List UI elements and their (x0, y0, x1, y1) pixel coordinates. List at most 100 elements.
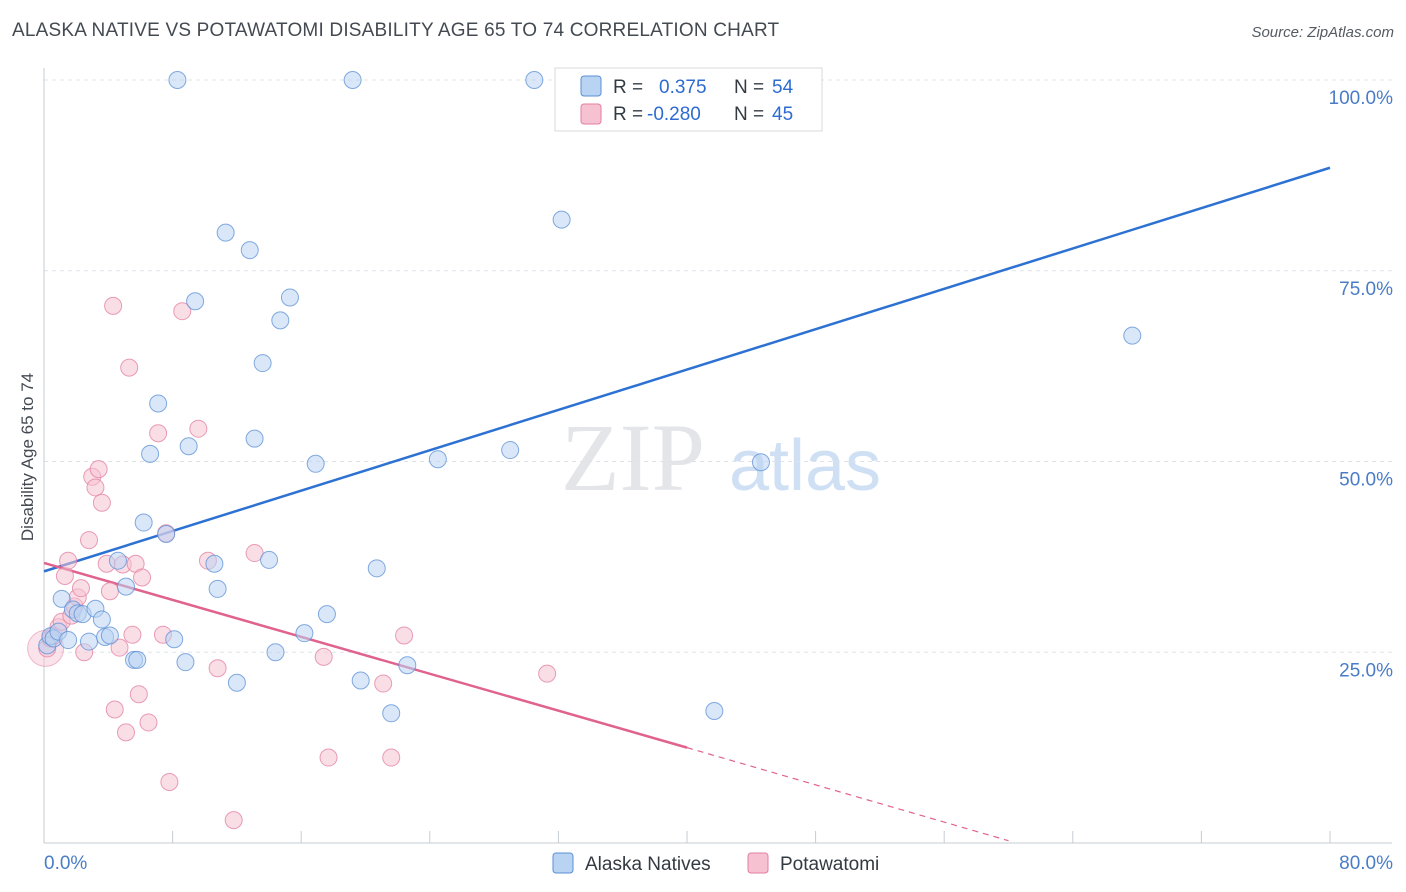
legend-swatch-alaska (580, 75, 602, 97)
point-potawatomi-35 (189, 419, 208, 438)
point-alaska-natives-34 (260, 550, 279, 569)
point-potawatomi-30 (149, 424, 168, 443)
point-potawatomi-40 (314, 647, 333, 666)
x-tick-label-min: 0.0% (44, 853, 87, 874)
point-potawatomi-18 (100, 582, 119, 601)
bottom-legend-label-potawatomi: Potawatomi (780, 854, 879, 875)
point-potawatomi-38 (224, 811, 243, 830)
point-alaska-natives-38 (295, 624, 314, 643)
point-alaska-natives-39 (306, 454, 325, 473)
point-potawatomi-34 (173, 302, 192, 321)
data-points (27, 71, 1142, 830)
point-alaska-natives-14 (108, 551, 127, 570)
point-potawatomi-5 (55, 566, 74, 585)
point-potawatomi-45 (538, 664, 557, 683)
point-alaska-natives-5 (59, 631, 78, 650)
point-alaska-natives-17 (128, 650, 147, 669)
point-alaska-natives-27 (205, 554, 224, 573)
y-tick-label-75: 75.0% (1339, 279, 1393, 300)
point-potawatomi-10 (71, 579, 90, 598)
point-alaska-natives-32 (245, 429, 264, 448)
point-alaska-natives-44 (382, 704, 401, 723)
series-legend: Alaska Natives Potawatomi (552, 852, 879, 875)
point-alaska-natives-37 (280, 288, 299, 307)
point-alaska-natives-25 (179, 437, 198, 456)
trend-line-alaska-natives (43, 166, 1331, 573)
axes (43, 68, 1392, 844)
point-alaska-natives-36 (271, 311, 290, 330)
bottom-legend-label-alaska: Alaska Natives (585, 854, 711, 875)
point-potawatomi-16 (92, 493, 111, 512)
point-potawatomi-24 (120, 358, 139, 377)
point-alaska-natives-18 (134, 513, 153, 532)
point-alaska-natives-29 (216, 223, 235, 242)
point-potawatomi-33 (160, 772, 179, 791)
point-potawatomi-43 (382, 748, 401, 767)
point-alaska-natives-28 (208, 579, 227, 598)
point-potawatomi-44 (395, 626, 414, 645)
point-alaska-natives-45 (398, 656, 417, 675)
y-tick-label-50: 50.0% (1339, 470, 1393, 491)
y-tick-label-100: 100.0% (1329, 88, 1394, 109)
source-label: Source: ZipAtlas.com (1251, 24, 1394, 41)
point-alaska-natives-31 (240, 241, 259, 260)
point-potawatomi-39 (245, 544, 264, 563)
point-alaska-natives-21 (157, 524, 176, 543)
point-alaska-natives-49 (552, 210, 571, 229)
point-alaska-natives-41 (343, 71, 362, 89)
correlation-legend: R = 0.375 N = 54 R = -0.280 N = 45 (554, 67, 823, 132)
point-alaska-natives-24 (176, 653, 195, 672)
legend-n-value-alaska: 54 (772, 77, 794, 98)
bottom-legend-swatch-potawatomi (747, 852, 769, 874)
point-alaska-natives-19 (141, 444, 160, 463)
point-alaska-natives-15 (116, 577, 135, 596)
point-potawatomi-23 (116, 723, 135, 742)
point-potawatomi-42 (374, 674, 393, 693)
trend-line-potawatomi-extrapolated (686, 747, 1009, 842)
point-potawatomi-28 (133, 568, 152, 587)
point-alaska-natives-51 (751, 453, 770, 472)
point-alaska-natives-9 (80, 632, 99, 651)
y-axis-title: Disability Age 65 to 74 (18, 373, 37, 541)
point-potawatomi-14 (86, 478, 105, 497)
point-alaska-natives-47 (501, 441, 520, 460)
watermark-atlas: atlas (729, 426, 881, 506)
y-tick-labels: 25.0% 50.0% 75.0% 100.0% (1329, 88, 1394, 681)
x-tick-label-max: 80.0% (1339, 853, 1393, 874)
point-potawatomi-6 (59, 551, 78, 570)
point-alaska-natives-43 (367, 559, 386, 578)
point-potawatomi-15 (89, 460, 108, 479)
point-alaska-natives-26 (186, 292, 205, 311)
point-alaska-natives-13 (100, 626, 119, 645)
bottom-legend-swatch-alaska (552, 852, 574, 874)
legend-n-label-alaska: N = (734, 77, 764, 98)
point-alaska-natives-50 (705, 702, 724, 721)
grid-lines (44, 79, 1392, 653)
point-alaska-natives-11 (92, 610, 111, 629)
point-potawatomi-25 (123, 625, 142, 644)
point-alaska-natives-20 (149, 394, 168, 413)
legend-r-label-alaska: R = (613, 77, 643, 98)
chart-title: ALASKA NATIVE VS POTAWATOMI DISABILITY A… (12, 20, 780, 41)
point-alaska-natives-4 (52, 589, 71, 608)
legend-n-label-potawatomi: N = (734, 104, 764, 125)
watermark-zip: ZIP (561, 404, 705, 511)
point-potawatomi-19 (104, 296, 123, 315)
point-alaska-natives-46 (428, 450, 447, 469)
point-alaska-natives-22 (165, 630, 184, 649)
point-potawatomi-37 (208, 659, 227, 678)
point-alaska-natives-53 (1123, 326, 1142, 345)
point-alaska-natives-30 (227, 673, 246, 692)
legend-swatch-potawatomi (580, 103, 602, 125)
point-potawatomi-20 (105, 700, 124, 719)
point-alaska-natives-23 (168, 71, 187, 89)
point-alaska-natives-40 (317, 605, 336, 624)
point-potawatomi-12 (80, 531, 99, 550)
trend-lines (43, 166, 1331, 842)
legend-r-value-alaska: 0.375 (659, 77, 707, 98)
point-potawatomi-21 (110, 638, 129, 657)
point-alaska-natives-48 (525, 71, 544, 89)
trend-line-potawatomi (43, 561, 688, 749)
point-alaska-natives-42 (351, 671, 370, 690)
